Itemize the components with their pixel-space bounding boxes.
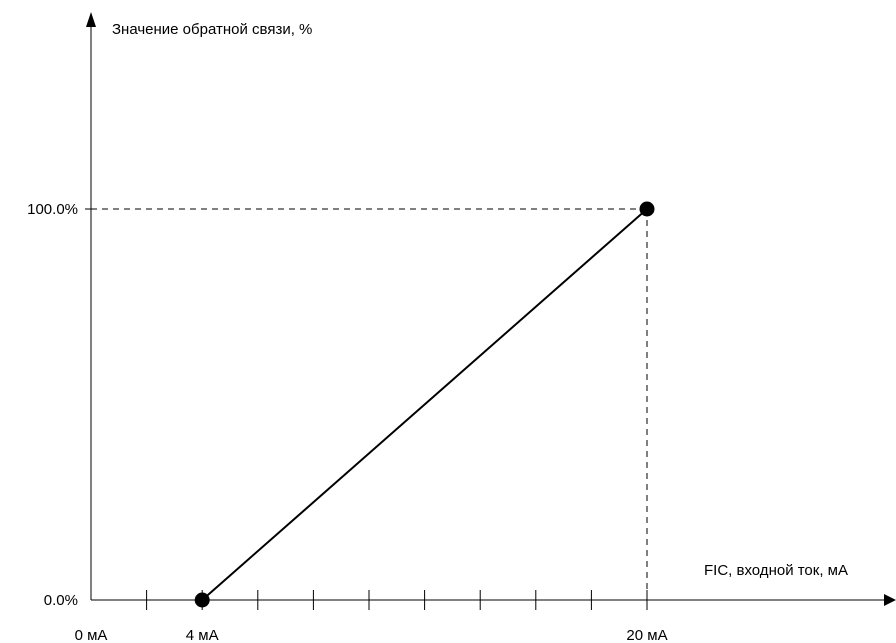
labels: Значение обратной связи, % FIC, входной … xyxy=(27,21,848,643)
x-tick-label: 4 мА xyxy=(186,627,219,643)
y-tick-label: 0.0% xyxy=(44,592,78,609)
y-axis-label: Значение обратной связи, % xyxy=(112,21,312,38)
x-axis-arrow xyxy=(884,594,896,606)
y-tick-label: 100.0% xyxy=(27,201,78,218)
axes xyxy=(86,12,896,606)
data-point xyxy=(194,592,210,608)
x-axis-label: FIC, входной ток, мА xyxy=(704,562,848,579)
series-layer xyxy=(194,201,655,608)
x-tick-label: 0 мА xyxy=(75,627,108,643)
ticks xyxy=(85,208,648,610)
x-tick-label: 20 мА xyxy=(626,627,667,643)
guide-lines xyxy=(91,208,648,600)
series-line xyxy=(201,208,648,601)
data-point xyxy=(639,201,655,217)
y-axis-arrow xyxy=(86,12,96,27)
